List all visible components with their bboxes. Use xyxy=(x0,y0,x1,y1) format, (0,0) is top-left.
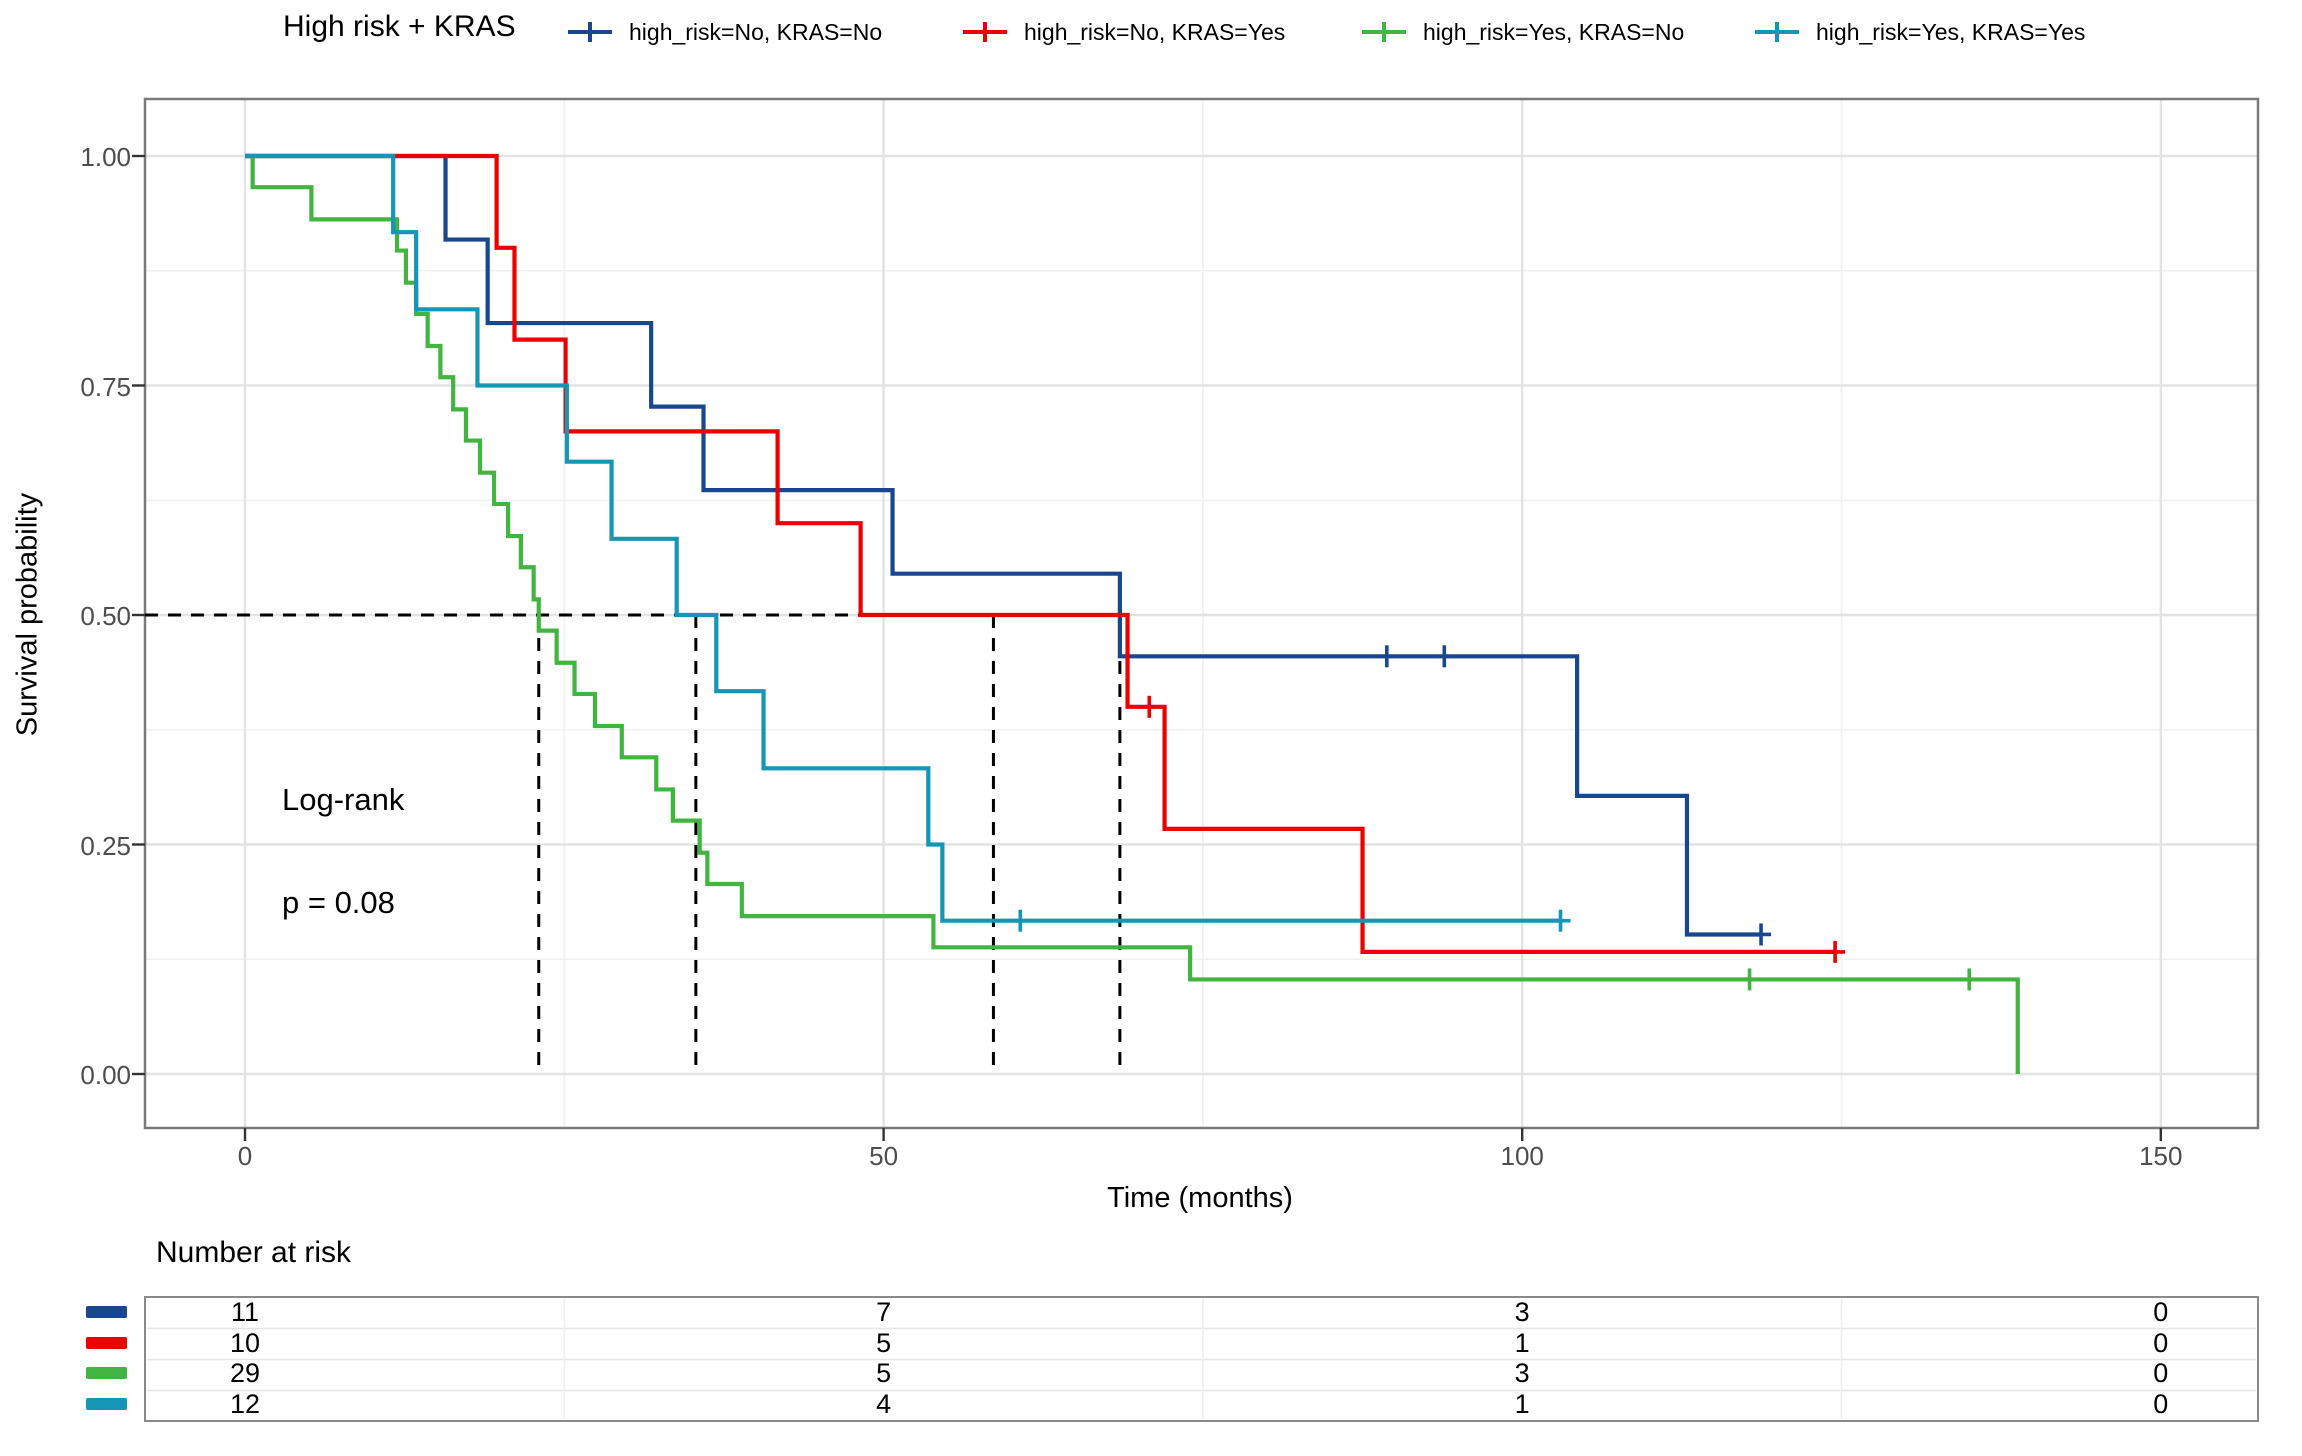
risk-count: 11 xyxy=(230,1297,260,1327)
x-tick-label: 150 xyxy=(2139,1141,2183,1171)
risk-count: 0 xyxy=(2153,1328,2169,1358)
plot-panel xyxy=(145,99,2258,1128)
risk-count: 1 xyxy=(1514,1389,1530,1419)
legend-title: High risk + KRAS xyxy=(283,10,516,43)
x-tick-label: 50 xyxy=(869,1141,899,1171)
legend-key-icon xyxy=(963,21,1007,43)
risk-row-color-chip xyxy=(86,1306,127,1318)
legend-key-icon xyxy=(1755,21,1799,43)
km-curve xyxy=(245,153,1836,955)
y-tick-label: 1.00 xyxy=(80,142,131,172)
legend-item-label: high_risk=No, KRAS=Yes xyxy=(1024,18,1286,45)
legend-item: high_risk=Yes, KRAS=No xyxy=(1362,14,1684,50)
legend-key-icon xyxy=(568,21,612,43)
pvalue-annotation: p = 0.08 xyxy=(282,885,395,920)
logrank-annotation: Log-rank xyxy=(282,782,405,817)
risk-count: 7 xyxy=(876,1297,892,1327)
legend-item: high_risk=No, KRAS=Yes xyxy=(963,14,1285,50)
risk-count: 10 xyxy=(229,1328,261,1358)
risk-count: 4 xyxy=(876,1389,892,1419)
risk-count: 5 xyxy=(876,1358,892,1388)
x-tick-label: 100 xyxy=(1500,1141,1544,1171)
risk-row-color-chip xyxy=(86,1398,127,1410)
risk-row-color-chip xyxy=(86,1367,127,1379)
legend-item: high_risk=No, KRAS=No xyxy=(568,14,882,50)
risk-count: 29 xyxy=(229,1358,261,1388)
legend-key-icon xyxy=(1362,21,1406,43)
risk-count: 0 xyxy=(2153,1358,2169,1388)
km-curve xyxy=(245,153,1561,923)
risk-count: 3 xyxy=(1514,1297,1530,1327)
y-tick-label: 0.25 xyxy=(80,830,131,861)
risk-count: 3 xyxy=(1514,1358,1530,1388)
legend-item-label: high_risk=Yes, KRAS=No xyxy=(1423,18,1685,45)
risk-count: 1 xyxy=(1514,1328,1530,1358)
risk-count: 0 xyxy=(2153,1389,2169,1419)
risk-count: 12 xyxy=(229,1389,261,1419)
km-curve xyxy=(245,153,1762,937)
risk-count: 0 xyxy=(2153,1297,2169,1327)
x-axis-title: Time (months) xyxy=(1107,1182,1293,1214)
risk-count: 5 xyxy=(876,1328,892,1358)
risk-table-title: Number at risk xyxy=(156,1236,352,1269)
legend-item: high_risk=Yes, KRAS=Yes xyxy=(1755,14,2085,50)
risk-row-color-chip xyxy=(86,1337,127,1349)
y-tick-label: 0.75 xyxy=(80,371,131,402)
y-tick-label: 0.50 xyxy=(80,601,131,631)
legend-item-label: high_risk=Yes, KRAS=Yes xyxy=(1816,18,2086,45)
legend-item-label: high_risk=No, KRAS=No xyxy=(629,18,883,45)
x-tick-label: 0 xyxy=(237,1141,253,1171)
y-tick-label: 0.00 xyxy=(80,1060,131,1090)
